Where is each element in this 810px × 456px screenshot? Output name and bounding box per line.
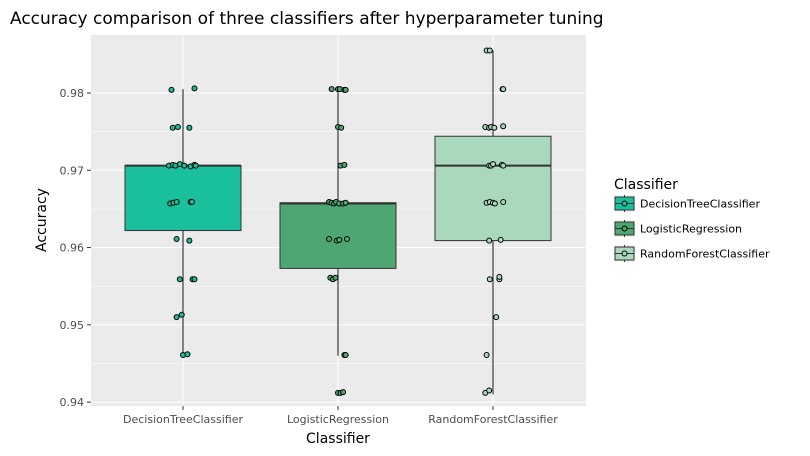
legend-key-point [621, 200, 628, 207]
x-tick-label: LogisticRegression [287, 413, 389, 426]
data-point [500, 162, 507, 169]
data-point [173, 314, 180, 321]
boxplot-LogisticRegression [279, 89, 397, 356]
x-axis-title: Classifier [306, 431, 370, 447]
data-point [168, 86, 175, 93]
box-iqr [434, 135, 552, 242]
x-tick-label: DecisionTreeClassifier [123, 413, 243, 426]
data-point [338, 124, 345, 131]
data-point [486, 387, 493, 394]
data-point [486, 237, 493, 244]
data-point [174, 123, 181, 130]
chart-title: Accuracy comparison of three classifiers… [10, 9, 604, 29]
data-point [500, 86, 507, 93]
data-point [173, 236, 180, 243]
data-point [178, 311, 185, 318]
legend-entry: DecisionTreeClassifier [614, 195, 760, 212]
data-point [496, 273, 503, 280]
data-point [341, 161, 348, 168]
y-tick-label: 0.95 [60, 319, 85, 332]
data-point [342, 351, 349, 358]
y-axis-title: Accuracy [34, 188, 50, 252]
x-axis-ticks: DecisionTreeClassifier LogisticRegression… [123, 406, 558, 426]
box-iqr [279, 202, 397, 269]
data-point [326, 236, 333, 243]
boxplot-RandomForestClassifier [434, 50, 552, 395]
data-point [493, 314, 500, 321]
data-point [176, 276, 183, 283]
data-point [191, 85, 198, 92]
data-point [343, 236, 350, 243]
legend-entry: LogisticRegression [614, 220, 742, 237]
data-point [500, 123, 507, 130]
x-tick-label: RandomForestClassifier [428, 413, 558, 426]
boxplots [124, 50, 552, 395]
data-point [181, 162, 188, 169]
data-point [336, 236, 343, 243]
data-point [192, 162, 199, 169]
data-point [328, 86, 335, 93]
legend: Classifier DecisionTreeClassifier Logisti… [614, 177, 770, 262]
data-point [491, 124, 498, 131]
legend-label: LogisticRegression [640, 223, 742, 236]
y-axis-ticks: 0.94 0.95 0.96 0.97 0.98 [60, 87, 91, 409]
data-point [342, 199, 349, 206]
data-point [186, 237, 193, 244]
y-tick-label: 0.96 [60, 242, 85, 255]
legend-key-point [621, 250, 628, 257]
data-point [169, 124, 176, 131]
box-iqr [124, 165, 242, 232]
jitter-points [165, 47, 507, 396]
data-point [340, 389, 347, 396]
y-tick-label: 0.97 [60, 164, 85, 177]
data-point [486, 47, 493, 54]
data-point [491, 200, 498, 207]
data-point [486, 276, 493, 283]
data-point [188, 198, 195, 205]
data-point [483, 351, 490, 358]
data-point [173, 198, 180, 205]
data-point [500, 198, 507, 205]
data-point [497, 236, 504, 243]
y-tick-label: 0.98 [60, 87, 85, 100]
data-point [184, 351, 191, 358]
data-point [342, 86, 349, 93]
data-point [191, 276, 198, 283]
legend-key-point [621, 225, 628, 232]
data-point [186, 124, 193, 131]
legend-entry: RandomForestClassifier [614, 245, 770, 262]
legend-title: Classifier [614, 177, 678, 193]
y-tick-label: 0.94 [60, 396, 85, 409]
data-point [332, 274, 339, 281]
legend-label: DecisionTreeClassifier [640, 198, 760, 211]
legend-label: RandomForestClassifier [640, 248, 770, 261]
data-point [490, 161, 496, 168]
